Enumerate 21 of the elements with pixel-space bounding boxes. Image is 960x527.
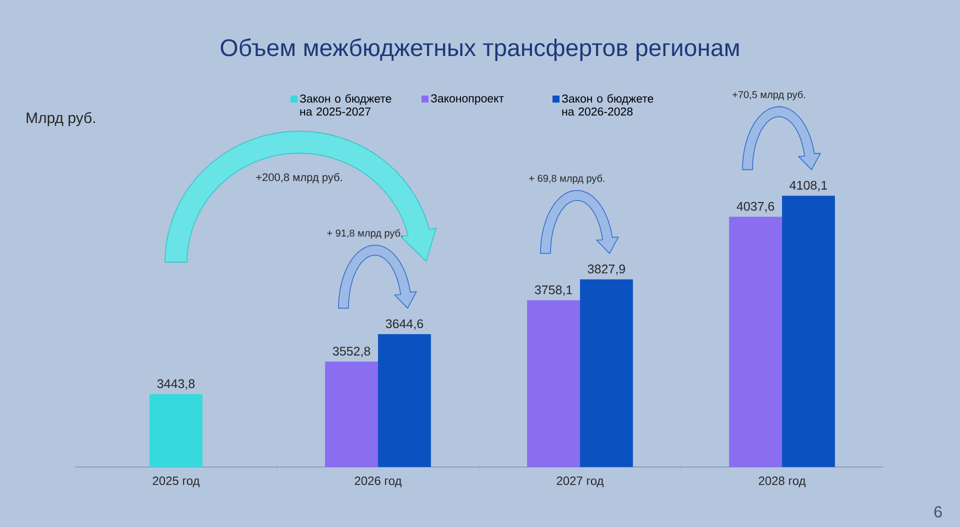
data-label: 3827,9 <box>588 264 625 275</box>
x-tick-label: 2027 год <box>556 476 604 488</box>
data-label: 4108,1 <box>790 180 827 192</box>
text: 6 <box>934 506 942 518</box>
x-tick-label: 2025 год <box>152 476 200 488</box>
data-label: 3443,8 <box>157 379 195 390</box>
data-label: 3644,6 <box>386 319 424 330</box>
x-tick-label: 2026 год <box>354 476 402 488</box>
y-axis-title: Млрд руб. <box>26 112 95 126</box>
x-tick-label: 2028 год <box>758 476 806 488</box>
text: +70,5 млрд руб. <box>732 90 805 100</box>
annotation: + 91,8 млрд руб. <box>327 229 402 239</box>
data-label: 3552,8 <box>332 346 370 358</box>
data-label: 4037,6 <box>736 202 774 212</box>
legend-label: Закон о бюджете на 2026-2028 <box>562 94 654 116</box>
chart-title: Объем межбюджетных трансфертов регионам <box>220 38 739 61</box>
text: + 69,8 млрд руб. <box>529 174 604 184</box>
text: +200,8 млрд руб. <box>256 173 342 184</box>
legend-label: Закон о бюджете на 2025-2027 <box>300 94 392 116</box>
data-label: 3758,1 <box>534 285 572 296</box>
legend-label: Законопроект <box>430 94 504 105</box>
